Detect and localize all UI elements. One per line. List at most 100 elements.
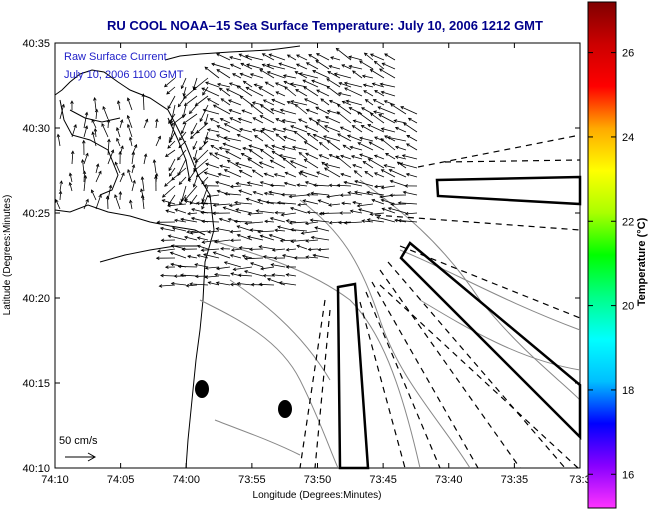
current-vector — [348, 56, 363, 61]
current-vector-head — [285, 247, 290, 252]
current-vector — [289, 221, 308, 224]
current-vector — [408, 117, 418, 124]
current-vector — [381, 169, 396, 178]
current-vector-head — [200, 201, 205, 205]
colorbar-tick-label: 18 — [622, 385, 634, 397]
current-vector — [283, 136, 297, 142]
current-vector-head — [339, 211, 343, 215]
current-vector — [203, 253, 220, 259]
current-vector-head — [264, 81, 269, 85]
current-vector — [296, 54, 308, 61]
current-vector — [256, 210, 275, 214]
current-vector — [347, 192, 363, 196]
current-vector-head — [354, 179, 358, 184]
current-vector — [207, 194, 220, 197]
current-vector — [241, 153, 253, 160]
current-vector-head — [274, 82, 279, 86]
current-vector-head — [132, 179, 136, 184]
current-vector — [297, 184, 308, 187]
current-vector — [382, 208, 396, 214]
current-vector-head — [335, 47, 340, 52]
current-vector — [302, 79, 319, 88]
radar-beam — [387, 261, 566, 469]
current-vector-head — [263, 172, 268, 177]
current-vector-head — [218, 217, 223, 222]
current-vector — [69, 173, 73, 183]
colorbar-tick-label: 22 — [622, 216, 634, 228]
current-vector-head — [248, 149, 253, 153]
current-vector — [316, 53, 330, 61]
current-vector-head — [299, 170, 304, 174]
current-vector — [179, 194, 187, 205]
current-vector-head — [235, 181, 240, 186]
current-vector — [155, 136, 161, 147]
current-vector-head — [107, 138, 111, 143]
current-vector-head — [182, 92, 186, 97]
current-vector — [305, 221, 319, 225]
current-vector — [349, 65, 363, 70]
current-vector-head — [205, 81, 209, 85]
current-vector — [313, 184, 330, 187]
current-vector — [283, 81, 297, 88]
current-vector — [337, 133, 352, 142]
current-vector — [199, 104, 209, 122]
current-vector — [196, 122, 209, 134]
current-vector-head — [356, 203, 361, 208]
current-vector-head — [245, 197, 250, 201]
current-vector — [325, 163, 341, 169]
current-vector — [398, 202, 418, 205]
current-vector-head — [327, 71, 331, 75]
current-vector — [247, 236, 264, 241]
current-vector — [270, 159, 286, 169]
current-vector-head — [345, 99, 350, 104]
current-vector-head — [293, 256, 298, 260]
current-vector-head — [349, 145, 354, 150]
current-vector — [395, 146, 407, 151]
current-vector-head — [229, 55, 233, 60]
current-vector — [208, 281, 220, 286]
current-vector-head — [407, 117, 412, 122]
current-vector — [204, 113, 209, 125]
current-vector — [238, 118, 253, 124]
current-vector-head — [273, 173, 278, 177]
current-vector — [363, 90, 374, 97]
current-vector-head — [305, 108, 310, 113]
current-vector-head — [196, 244, 201, 249]
current-vector — [192, 140, 198, 150]
current-vector — [168, 158, 176, 171]
current-vector-head — [259, 234, 264, 239]
radar-beam — [314, 309, 331, 469]
current-vector-head — [141, 93, 146, 97]
current-vector — [187, 255, 198, 259]
current-vector-head — [61, 103, 65, 108]
current-vector-head — [399, 162, 404, 166]
current-vector-head — [126, 114, 131, 119]
current-vector-head — [83, 174, 88, 179]
current-vector-head — [362, 83, 367, 88]
current-vector-head — [195, 201, 200, 206]
current-vector-head — [247, 235, 251, 239]
current-vector-head — [306, 210, 311, 215]
current-vector-head — [85, 152, 89, 157]
current-vector — [170, 104, 176, 124]
current-vector-head — [250, 104, 255, 108]
current-vector — [260, 115, 275, 124]
current-vector-head — [282, 157, 287, 162]
current-vector — [353, 120, 363, 124]
current-vector-head — [397, 218, 402, 223]
current-vector — [269, 53, 286, 61]
current-vector-head — [206, 98, 211, 102]
current-vector — [213, 104, 231, 115]
current-vector-head — [347, 191, 352, 195]
current-vector — [275, 91, 286, 97]
current-vector-head — [215, 281, 220, 285]
current-vector — [224, 169, 242, 178]
current-vector — [381, 91, 396, 97]
current-vector — [205, 275, 220, 278]
x-tick-label: 74:10 — [41, 474, 69, 486]
current-vector-head — [291, 145, 296, 150]
current-vector-head — [209, 152, 213, 156]
current-vector-head — [402, 190, 407, 195]
current-vector — [308, 248, 319, 250]
current-vector-head — [215, 266, 220, 271]
